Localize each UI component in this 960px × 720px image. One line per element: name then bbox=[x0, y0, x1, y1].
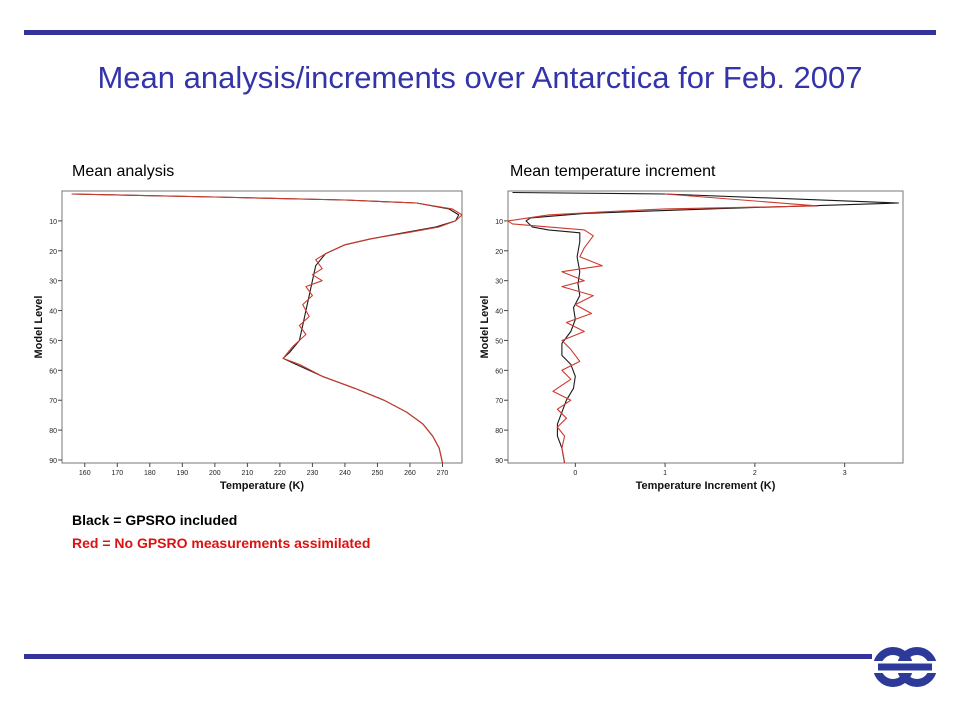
y-axis-label: Model Level bbox=[479, 296, 491, 359]
y-tick-label: 80 bbox=[495, 428, 503, 435]
legend-red-text: Red = No GPSRO measurements assimilated bbox=[72, 535, 371, 551]
y-tick-label: 70 bbox=[49, 398, 57, 405]
y-tick-label: 60 bbox=[49, 368, 57, 375]
x-axis-label: Temperature (K) bbox=[220, 480, 304, 492]
top-rule bbox=[24, 30, 936, 35]
x-tick-label: 160 bbox=[79, 470, 91, 477]
red-series-line bbox=[71, 193, 463, 464]
x-tick-label: 270 bbox=[437, 470, 449, 477]
x-tick-label: 210 bbox=[242, 470, 254, 477]
slide-title: Mean analysis/increments over Antarctica… bbox=[97, 60, 863, 95]
legend-black-text: Black = GPSRO included bbox=[72, 512, 238, 528]
ecmwf-logo bbox=[874, 647, 936, 687]
x-tick-label: 260 bbox=[404, 470, 416, 477]
y-tick-label: 50 bbox=[495, 338, 503, 345]
bottom-rule bbox=[24, 654, 872, 659]
y-tick-label: 60 bbox=[495, 368, 503, 375]
y-tick-label: 50 bbox=[49, 338, 57, 345]
y-tick-label: 40 bbox=[49, 309, 57, 316]
y-tick-label: 90 bbox=[495, 458, 503, 465]
y-tick-label: 40 bbox=[495, 309, 503, 316]
y-tick-label: 30 bbox=[495, 279, 503, 286]
y-tick-label: 30 bbox=[49, 279, 57, 286]
x-tick-label: 170 bbox=[111, 470, 123, 477]
plot-frame bbox=[61, 190, 463, 464]
x-tick-label: 200 bbox=[209, 470, 221, 477]
left-chart-caption: Mean analysis bbox=[72, 163, 175, 180]
x-axis-label: Temperature Increment (K) bbox=[636, 480, 776, 492]
y-tick-label: 90 bbox=[49, 458, 57, 465]
right-chart-caption: Mean temperature increment bbox=[510, 163, 716, 180]
x-tick-label: 190 bbox=[176, 470, 188, 477]
y-tick-label: 20 bbox=[49, 249, 57, 256]
x-tick-label: 240 bbox=[339, 470, 351, 477]
y-tick-label: 80 bbox=[49, 428, 57, 435]
red-series-line bbox=[507, 193, 819, 464]
y-tick-label: 70 bbox=[495, 398, 503, 405]
x-tick-label: 180 bbox=[144, 470, 156, 477]
x-tick-label: 1 bbox=[663, 470, 667, 477]
x-tick-label: 250 bbox=[372, 470, 384, 477]
plot-frame bbox=[507, 190, 904, 464]
x-tick-label: 3 bbox=[843, 470, 847, 477]
black-series-line bbox=[512, 191, 900, 464]
y-axis-label: Model Level bbox=[33, 296, 45, 359]
x-tick-label: 230 bbox=[307, 470, 319, 477]
mean-analysis-chart: 10 20 30 40 50 60 70 80 90 160 170 180 190 200 210 220 2… bbox=[33, 190, 463, 492]
y-tick-label: 20 bbox=[495, 249, 503, 256]
mean-increment-chart: 10 20 30 40 50 60 70 80 90 0 1 2 3 Temperature Increm… bbox=[479, 190, 904, 492]
x-tick-label: 2 bbox=[753, 470, 757, 477]
y-tick-label: 10 bbox=[495, 219, 503, 226]
x-tick-label: 0 bbox=[573, 470, 577, 477]
y-tick-label: 10 bbox=[49, 219, 57, 226]
x-tick-label: 220 bbox=[274, 470, 286, 477]
